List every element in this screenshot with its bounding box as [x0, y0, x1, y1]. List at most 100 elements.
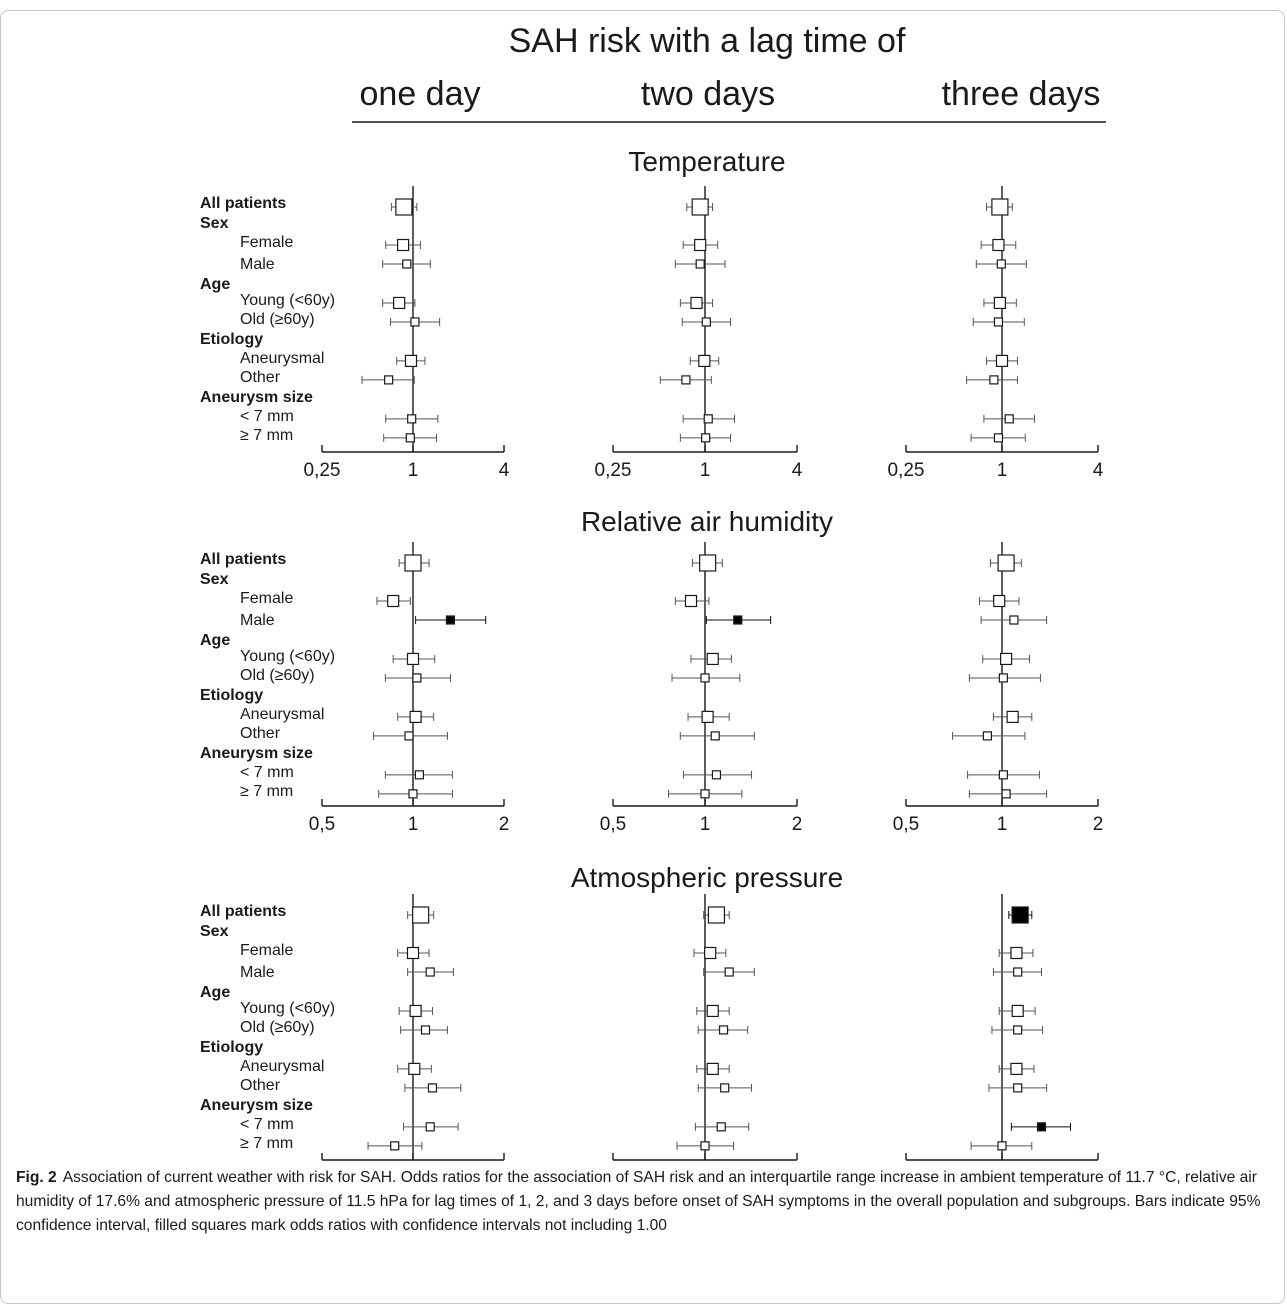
odds-ratio-marker — [720, 1083, 730, 1093]
row-subgroup-label: ≥ 7 mm — [240, 783, 293, 800]
row-subgroup-label: Aneurysmal — [240, 350, 324, 367]
row-subgroup-label: < 7 mm — [240, 1116, 294, 1133]
row-subgroup-label: Male — [240, 256, 275, 273]
forest-column: 0,25 1 4 — [888, 186, 1104, 481]
odds-ratio-marker — [691, 198, 709, 216]
odds-ratio-marker — [997, 1141, 1007, 1151]
odds-ratio-marker — [410, 317, 420, 327]
figure-frame — [0, 10, 1285, 1304]
panel-atmospheric-pressure: Atmospheric pressure All patients Sex Femal… — [200, 862, 1103, 1170]
row-subgroup-label: Old (≥60y) — [240, 667, 315, 684]
odds-ratio-marker — [701, 710, 714, 724]
odds-ratio-marker — [701, 317, 711, 327]
odds-ratio-marker — [993, 296, 1006, 310]
row-group-heading: Age — [200, 984, 230, 1001]
odds-ratio-marker — [1009, 615, 1019, 625]
odds-ratio-marker-significant — [445, 615, 456, 625]
odds-ratio-marker — [700, 1141, 710, 1151]
x-tick-label: 1 — [408, 1168, 419, 1170]
row-subgroup-label: < 7 mm — [240, 764, 294, 781]
row-subgroup-label: Aneurysmal — [240, 706, 324, 723]
caption-label: Fig. 2 — [16, 1169, 57, 1186]
row-subgroup-label: Male — [240, 612, 275, 629]
panel-title: Atmospheric pressure — [571, 862, 843, 893]
forest-column: 0,5 1 2 — [600, 542, 802, 835]
odds-ratio-marker — [724, 967, 734, 977]
row-subgroup-label: Other — [240, 725, 281, 742]
x-tick-label: 0,5 — [600, 1168, 626, 1170]
x-tick-label: 2 — [792, 1168, 803, 1170]
odds-ratio-marker — [412, 673, 422, 683]
odds-ratio-marker-significant — [733, 615, 743, 625]
odds-ratio-marker — [996, 259, 1006, 269]
odds-ratio-marker — [698, 354, 711, 367]
row-subgroup-label: Old (≥60y) — [240, 1019, 315, 1036]
x-tick-label: 0,25 — [888, 460, 925, 481]
x-tick-label: 2 — [1093, 814, 1104, 835]
odds-ratio-marker — [1006, 710, 1019, 724]
figure-caption: Fig. 2 Association of current weather wit… — [16, 1166, 1271, 1238]
x-tick-label: 1 — [997, 1168, 1008, 1170]
row-group-heading: Etiology — [200, 1039, 263, 1056]
row-group-heading: Age — [200, 276, 230, 293]
x-tick-label: 2 — [499, 814, 510, 835]
odds-ratio-marker — [427, 1083, 438, 1093]
row-group-heading: Sex — [200, 215, 229, 232]
panels: Temperature All patients Sex Female Male Age Y… — [200, 146, 1104, 1170]
odds-ratio-marker — [993, 317, 1004, 327]
x-tick-label: 1 — [997, 814, 1008, 835]
odds-ratio-marker — [1011, 1004, 1024, 1018]
row-group-heading: Sex — [200, 571, 229, 588]
row-group-heading: All patients — [200, 551, 286, 568]
row-subgroup-label: Young (<60y) — [240, 1000, 335, 1017]
row-subgroup-label: Young (<60y) — [240, 292, 335, 309]
odds-ratio-marker — [387, 594, 400, 608]
forest-plot-figure: SAH risk with a lag time of one day two d… — [200, 22, 1106, 1170]
odds-ratio-marker — [992, 238, 1005, 252]
odds-ratio-marker — [425, 967, 435, 977]
odds-ratio-marker — [998, 673, 1008, 683]
odds-ratio-marker — [404, 731, 414, 741]
odds-ratio-marker — [993, 594, 1006, 608]
odds-ratio-marker — [982, 731, 993, 741]
odds-ratio-marker — [991, 198, 1009, 216]
panel-relative-air-humidity: Relative air humidity All patients Sex Fema… — [200, 506, 1103, 835]
odds-ratio-marker — [404, 554, 422, 572]
row-group-heading: Aneurysm size — [200, 389, 313, 406]
odds-ratio-marker — [1013, 1025, 1023, 1035]
odds-ratio-marker — [699, 554, 717, 572]
odds-ratio-marker — [700, 789, 710, 799]
odds-ratio-marker — [706, 1062, 719, 1076]
row-subgroup-label: Female — [240, 590, 293, 607]
odds-ratio-marker-significant — [1011, 906, 1029, 924]
panel-title: Relative air humidity — [581, 506, 833, 537]
odds-ratio-marker — [396, 238, 410, 252]
odds-ratio-marker — [690, 296, 703, 310]
row-subgroup-label: ≥ 7 mm — [240, 1135, 293, 1152]
row-subgroup-label: Female — [240, 234, 293, 251]
odds-ratio-marker — [989, 375, 999, 385]
odds-ratio-marker — [711, 770, 722, 780]
row-subgroup-label: Male — [240, 964, 275, 981]
panel-title: Temperature — [628, 146, 785, 177]
odds-ratio-marker — [710, 731, 720, 741]
odds-ratio-marker — [716, 1122, 726, 1132]
forest-column: 0,5 1 2 — [893, 542, 1104, 835]
caption-text: Association of current weather with risk… — [16, 1169, 1261, 1234]
odds-ratio-marker — [408, 789, 418, 799]
odds-ratio-marker — [706, 652, 719, 666]
odds-ratio-marker — [406, 652, 420, 666]
odds-ratio-marker — [412, 906, 430, 924]
main-title: SAH risk with a lag time of — [509, 22, 906, 60]
odds-ratio-marker — [402, 259, 412, 269]
row-subgroup-label: ≥ 7 mm — [240, 427, 293, 444]
odds-ratio-marker — [684, 594, 698, 608]
row-subgroup-label: Other — [240, 369, 281, 386]
row-subgroup-label: Old (≥60y) — [240, 311, 315, 328]
lag-headers: one day two days three days — [360, 75, 1101, 113]
row-subgroup-label: Other — [240, 1077, 281, 1094]
odds-ratio-marker — [997, 554, 1015, 572]
x-tick-label: 2 — [1093, 1168, 1104, 1170]
x-tick-label: 4 — [792, 460, 803, 481]
odds-ratio-marker — [707, 906, 726, 924]
